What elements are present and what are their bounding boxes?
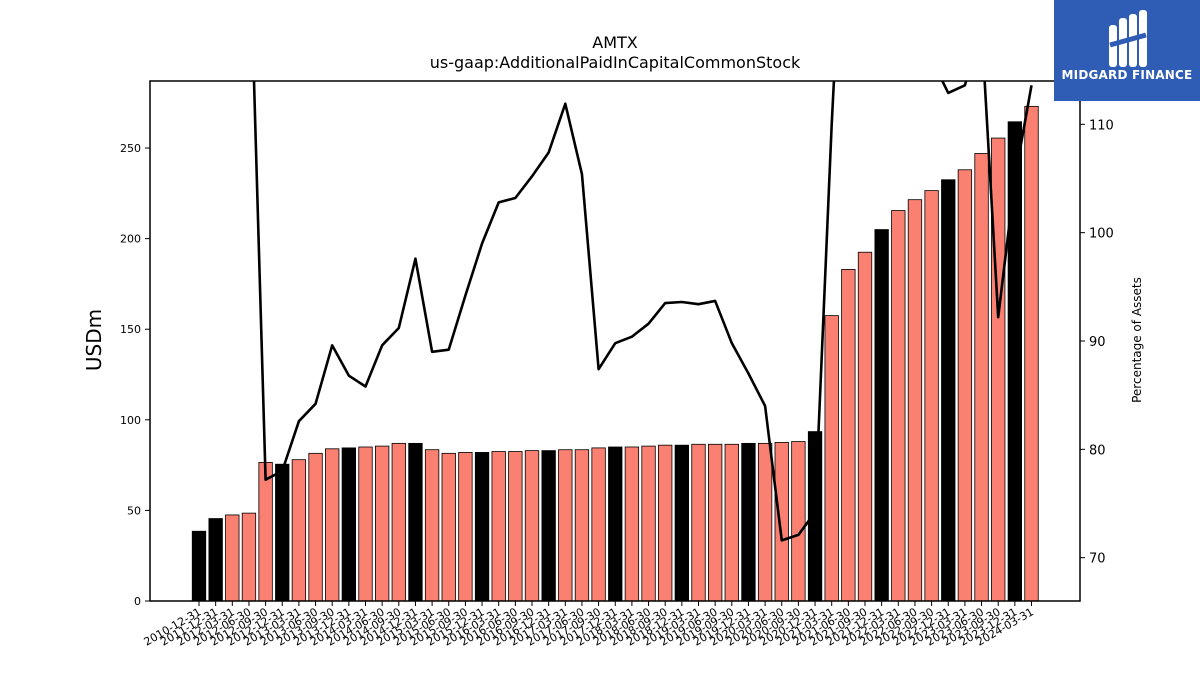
bar <box>491 451 506 602</box>
y2-tick-label: 70 <box>1089 552 1106 567</box>
bar <box>691 443 706 602</box>
bar <box>541 450 556 602</box>
y2-tick-label: 80 <box>1089 443 1106 458</box>
y-tick-label: 200 <box>120 233 141 246</box>
bar <box>574 449 590 602</box>
chart-subtitle: us-gaap:AdditionalPaidInCapitalCommonSto… <box>429 53 801 72</box>
bar <box>757 442 773 602</box>
bar <box>991 137 1006 602</box>
y-tick-label: 250 <box>120 142 141 155</box>
bar <box>558 449 573 602</box>
bar <box>774 442 789 602</box>
bar <box>358 446 373 602</box>
bar <box>308 452 323 602</box>
bar <box>891 210 906 602</box>
bar <box>791 441 806 602</box>
bar <box>258 461 273 602</box>
bar <box>724 443 739 602</box>
right-axis-ticks: 70 80 90 100 110 <box>1080 118 1114 567</box>
bar <box>924 190 939 602</box>
bar <box>624 446 640 602</box>
bar <box>608 446 623 602</box>
bar <box>708 443 723 602</box>
bar <box>225 514 240 602</box>
bar <box>391 442 406 602</box>
bar <box>957 169 973 602</box>
bar <box>591 447 606 602</box>
bar <box>208 518 223 602</box>
brand-logo: MIDGARD FINANCE <box>1054 0 1200 101</box>
bar <box>241 512 257 602</box>
y-tick-label: 150 <box>120 323 141 336</box>
chart-title: AMTX <box>592 33 638 52</box>
bar <box>524 450 540 602</box>
y-axis-label: USDm <box>82 308 106 372</box>
bar <box>674 444 689 602</box>
y-tick-label: 0 <box>134 595 141 608</box>
bar <box>1007 121 1022 602</box>
bar <box>841 269 856 602</box>
bar <box>907 199 923 602</box>
bar <box>741 442 756 602</box>
bar <box>658 444 673 602</box>
bar <box>291 459 307 602</box>
bar <box>275 463 290 602</box>
bar <box>325 448 340 602</box>
bar <box>474 452 490 602</box>
left-axis-ticks: 0 50 100 150 200 250 <box>120 142 150 608</box>
bar <box>424 449 440 602</box>
bar <box>641 445 656 602</box>
y2-tick-label: 100 <box>1089 227 1114 242</box>
bar-series <box>191 105 1039 602</box>
bar <box>191 530 207 602</box>
y2-axis-label: Percentage of Assets <box>1130 277 1144 403</box>
bar <box>974 153 989 602</box>
y-tick-label: 50 <box>127 504 141 517</box>
bar <box>441 452 456 602</box>
bar <box>458 452 473 602</box>
bar <box>857 251 873 602</box>
bar <box>807 431 823 602</box>
logo-mark-icon <box>1109 10 1147 67</box>
bar <box>508 451 523 602</box>
bar <box>874 229 889 602</box>
bar <box>408 442 423 602</box>
y2-tick-label: 110 <box>1089 118 1114 133</box>
bar <box>941 179 956 602</box>
logo-text: MIDGARD FINANCE <box>1061 68 1193 82</box>
y2-tick-label: 90 <box>1089 335 1106 350</box>
x-axis-ticks: 2010-12-312011-12-312012-03-312012-06-30… <box>142 601 1036 649</box>
bar <box>374 445 390 602</box>
percentage-line <box>252 81 1033 542</box>
y-tick-label: 100 <box>120 414 141 427</box>
percentage-line-series <box>252 81 1033 542</box>
bar <box>341 447 357 602</box>
bar <box>1024 105 1039 602</box>
bar <box>824 315 839 602</box>
